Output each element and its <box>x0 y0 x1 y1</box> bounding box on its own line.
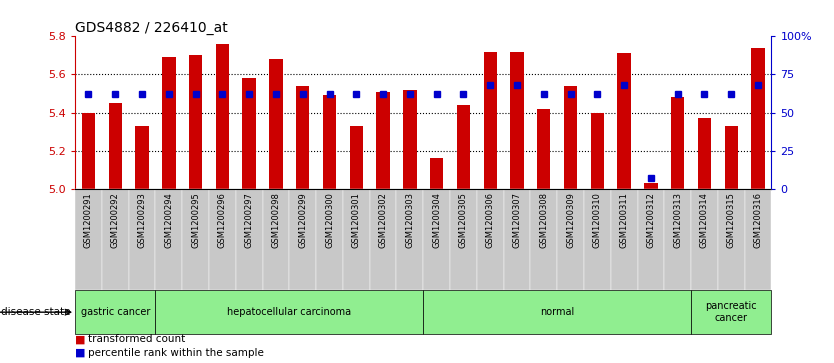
Text: normal: normal <box>540 307 575 317</box>
Bar <box>216 44 229 189</box>
Text: GSM1200302: GSM1200302 <box>379 192 388 248</box>
Bar <box>209 189 236 290</box>
Text: GSM1200291: GSM1200291 <box>84 192 93 248</box>
Bar <box>617 53 631 189</box>
Text: GSM1200313: GSM1200313 <box>673 192 682 248</box>
Bar <box>450 189 477 290</box>
Bar <box>530 189 557 290</box>
Text: GSM1200309: GSM1200309 <box>566 192 575 248</box>
Bar <box>296 86 309 189</box>
Bar <box>537 109 550 189</box>
Bar <box>182 189 209 290</box>
Bar <box>102 189 128 290</box>
Bar <box>477 189 504 290</box>
Bar <box>135 126 148 189</box>
Bar <box>289 189 316 290</box>
Bar <box>457 105 470 189</box>
Text: GSM1200306: GSM1200306 <box>485 192 495 248</box>
Text: GSM1200305: GSM1200305 <box>459 192 468 248</box>
Bar <box>155 189 182 290</box>
Text: gastric cancer: gastric cancer <box>81 307 150 317</box>
Bar <box>396 189 424 290</box>
Bar <box>108 103 122 189</box>
Bar <box>504 189 530 290</box>
Bar <box>564 86 577 189</box>
Text: transformed count: transformed count <box>88 334 185 344</box>
Text: GSM1200315: GSM1200315 <box>726 192 736 248</box>
Text: GSM1200293: GSM1200293 <box>138 192 147 248</box>
Bar <box>637 189 665 290</box>
Bar <box>155 290 423 334</box>
Text: ■: ■ <box>75 334 86 344</box>
Bar <box>590 113 604 189</box>
Text: GSM1200295: GSM1200295 <box>191 192 200 248</box>
Text: GSM1200303: GSM1200303 <box>405 192 414 248</box>
Bar <box>403 90 416 189</box>
Text: GSM1200296: GSM1200296 <box>218 192 227 248</box>
Bar <box>691 290 771 334</box>
Text: percentile rank within the sample: percentile rank within the sample <box>88 348 264 358</box>
Bar <box>243 78 256 189</box>
Bar <box>671 97 685 189</box>
Bar <box>665 189 691 290</box>
Bar <box>269 59 283 189</box>
Bar <box>188 55 203 189</box>
Text: GSM1200294: GSM1200294 <box>164 192 173 248</box>
Text: ■: ■ <box>75 348 86 358</box>
Text: hepatocellular carcinoma: hepatocellular carcinoma <box>228 307 351 317</box>
Text: GSM1200314: GSM1200314 <box>700 192 709 248</box>
Text: GSM1200307: GSM1200307 <box>513 192 521 248</box>
Bar <box>162 57 175 189</box>
Bar <box>718 189 745 290</box>
Bar <box>343 189 369 290</box>
Text: GSM1200310: GSM1200310 <box>593 192 602 248</box>
Bar <box>82 113 95 189</box>
Bar <box>698 118 711 189</box>
Bar <box>430 158 444 189</box>
Bar <box>610 189 637 290</box>
Text: GSM1200300: GSM1200300 <box>325 192 334 248</box>
Text: disease state: disease state <box>1 307 70 317</box>
Bar <box>584 189 610 290</box>
Bar <box>644 183 658 189</box>
Bar <box>263 189 289 290</box>
Bar <box>369 189 396 290</box>
Text: GSM1200311: GSM1200311 <box>620 192 629 248</box>
Bar <box>236 189 263 290</box>
Bar <box>691 189 718 290</box>
Text: GSM1200301: GSM1200301 <box>352 192 361 248</box>
Text: GSM1200292: GSM1200292 <box>111 192 120 248</box>
Bar <box>323 95 336 189</box>
Bar <box>75 290 155 334</box>
Text: GSM1200308: GSM1200308 <box>540 192 548 248</box>
Text: GSM1200298: GSM1200298 <box>271 192 280 248</box>
Bar <box>424 290 691 334</box>
Bar <box>745 189 771 290</box>
Bar <box>510 52 524 189</box>
Bar <box>424 189 450 290</box>
Bar <box>557 189 584 290</box>
Text: GSM1200312: GSM1200312 <box>646 192 656 248</box>
Bar <box>751 48 765 189</box>
Text: GSM1200304: GSM1200304 <box>432 192 441 248</box>
Text: GSM1200316: GSM1200316 <box>754 192 762 248</box>
Bar <box>316 189 343 290</box>
Bar <box>128 189 155 290</box>
Bar <box>376 91 389 189</box>
Bar <box>484 52 497 189</box>
Text: GSM1200299: GSM1200299 <box>299 192 307 248</box>
Bar <box>349 126 363 189</box>
Bar <box>75 189 102 290</box>
Text: GSM1200297: GSM1200297 <box>244 192 254 248</box>
Text: GDS4882 / 226410_at: GDS4882 / 226410_at <box>75 21 228 35</box>
Text: pancreatic
cancer: pancreatic cancer <box>706 301 757 323</box>
Bar <box>725 126 738 189</box>
